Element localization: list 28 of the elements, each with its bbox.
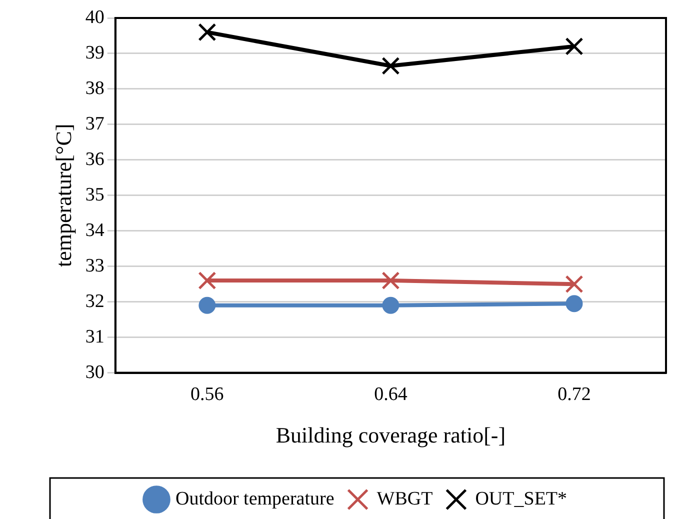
y-tick-label: 32 bbox=[85, 290, 104, 312]
y-tick-label: 36 bbox=[85, 148, 104, 170]
y-axis-title: temperature[°C] bbox=[50, 124, 76, 267]
y-tick-label: 39 bbox=[85, 42, 104, 64]
point bbox=[382, 56, 400, 75]
point bbox=[565, 37, 584, 56]
x-tick-label: 0.56 bbox=[190, 384, 224, 406]
y-tick-label: 31 bbox=[85, 326, 104, 348]
point bbox=[198, 272, 216, 290]
point bbox=[198, 23, 216, 42]
y-tick-label: 34 bbox=[85, 220, 105, 241]
legend-label: WBGT bbox=[376, 488, 434, 510]
y-tick-label: 37 bbox=[85, 113, 104, 134]
y-tick-label: 38 bbox=[85, 78, 104, 99]
x-axis-title: Building coverage ratio[-] bbox=[276, 422, 506, 448]
y-tick-label: 33 bbox=[85, 255, 104, 276]
point bbox=[198, 296, 216, 314]
x-tick-label: 0.64 bbox=[374, 384, 408, 406]
y-tick-label: 40 bbox=[85, 6, 104, 28]
legend-label: Outdoor temperature bbox=[175, 488, 334, 510]
point bbox=[565, 275, 584, 294]
point bbox=[382, 272, 400, 290]
x-tick-label: 0.72 bbox=[558, 384, 591, 406]
y-tick-label: 35 bbox=[85, 184, 104, 206]
point bbox=[566, 295, 583, 312]
legend-label: OUT_SET* bbox=[475, 488, 568, 510]
point bbox=[382, 296, 400, 314]
y-tick-label: 30 bbox=[85, 362, 104, 383]
